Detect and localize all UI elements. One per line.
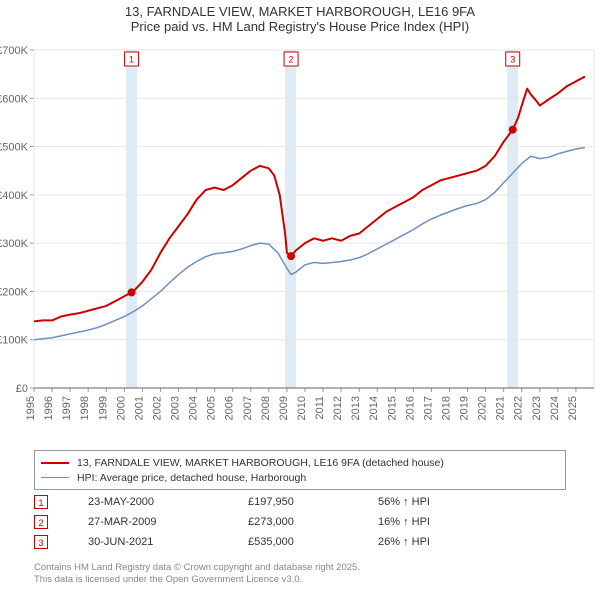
svg-text:2: 2 <box>289 55 294 65</box>
svg-text:1: 1 <box>129 55 134 65</box>
transaction-row: 3 30-JUN-2021£535,00026% ↑ HPI <box>34 532 498 552</box>
svg-text:2000: 2000 <box>115 396 127 420</box>
transaction-price: £535,000 <box>248 536 378 548</box>
svg-text:2008: 2008 <box>260 396 272 420</box>
svg-text:2004: 2004 <box>188 396 200 420</box>
title-line1: 13, FARNDALE VIEW, MARKET HARBOROUGH, LE… <box>0 4 600 19</box>
svg-text:2007: 2007 <box>242 396 254 420</box>
transaction-marker: 3 <box>34 535 48 549</box>
transaction-price: £273,000 <box>248 516 378 528</box>
svg-text:£500K: £500K <box>0 142 29 154</box>
svg-text:1997: 1997 <box>61 396 73 420</box>
svg-text:£600K: £600K <box>0 93 29 105</box>
svg-text:1995: 1995 <box>25 396 37 420</box>
svg-text:2014: 2014 <box>368 396 380 420</box>
svg-text:2020: 2020 <box>477 396 489 420</box>
svg-text:2013: 2013 <box>350 396 362 420</box>
svg-text:£0: £0 <box>16 383 28 395</box>
svg-text:2012: 2012 <box>332 396 344 420</box>
svg-text:2023: 2023 <box>531 396 543 420</box>
svg-text:2006: 2006 <box>224 396 236 420</box>
svg-text:2005: 2005 <box>206 396 218 420</box>
chart-container: 13, FARNDALE VIEW, MARKET HARBOROUGH, LE… <box>0 0 600 590</box>
legend-item: HPI: Average price, detached house, Harb… <box>41 470 559 485</box>
footer-line1: Contains HM Land Registry data © Crown c… <box>34 562 360 574</box>
footer-attribution: Contains HM Land Registry data © Crown c… <box>34 562 360 586</box>
legend-label: HPI: Average price, detached house, Harb… <box>77 472 306 484</box>
svg-text:2018: 2018 <box>440 396 452 420</box>
svg-text:2015: 2015 <box>386 396 398 420</box>
svg-text:£100K: £100K <box>0 335 29 347</box>
svg-text:2021: 2021 <box>495 396 507 420</box>
svg-text:£700K: £700K <box>0 45 29 57</box>
legend-item: 13, FARNDALE VIEW, MARKET HARBOROUGH, LE… <box>41 455 559 470</box>
transaction-date: 27-MAR-2009 <box>88 516 248 528</box>
transaction-hpi: 16% ↑ HPI <box>378 516 498 528</box>
legend-label: 13, FARNDALE VIEW, MARKET HARBOROUGH, LE… <box>77 457 444 469</box>
transaction-date: 30-JUN-2021 <box>88 536 248 548</box>
svg-text:2017: 2017 <box>422 396 434 420</box>
legend-swatch <box>41 477 69 478</box>
svg-text:1999: 1999 <box>97 396 109 420</box>
svg-text:2016: 2016 <box>404 396 416 420</box>
legend-swatch <box>41 462 69 464</box>
title-block: 13, FARNDALE VIEW, MARKET HARBOROUGH, LE… <box>0 0 600 34</box>
footer-line2: This data is licensed under the Open Gov… <box>34 574 360 586</box>
svg-text:1996: 1996 <box>43 396 55 420</box>
svg-text:2010: 2010 <box>296 396 308 420</box>
transaction-hpi: 26% ↑ HPI <box>378 536 498 548</box>
title-line2: Price paid vs. HM Land Registry's House … <box>0 19 600 34</box>
line-chart: £0 £100K £200K £300K £400K £500K £600K £700K 199… <box>0 42 600 442</box>
svg-text:2022: 2022 <box>513 396 525 420</box>
svg-text:£300K: £300K <box>0 238 29 250</box>
transaction-marker: 2 <box>34 515 48 529</box>
svg-text:£200K: £200K <box>0 286 29 298</box>
svg-text:2009: 2009 <box>278 396 290 420</box>
svg-text:2011: 2011 <box>314 396 326 420</box>
transaction-hpi: 56% ↑ HPI <box>378 496 498 508</box>
legend: 13, FARNDALE VIEW, MARKET HARBOROUGH, LE… <box>34 450 566 490</box>
svg-text:£400K: £400K <box>0 190 29 202</box>
transaction-price: £197,950 <box>248 496 378 508</box>
transaction-row: 2 27-MAR-2009£273,00016% ↑ HPI <box>34 512 498 532</box>
transaction-row: 1 23-MAY-2000£197,95056% ↑ HPI <box>34 492 498 512</box>
chart-area: £0 £100K £200K £300K £400K £500K £600K £700K 199… <box>0 42 600 442</box>
svg-text:3: 3 <box>510 55 515 65</box>
svg-text:2001: 2001 <box>133 396 145 420</box>
transaction-date: 23-MAY-2000 <box>88 496 248 508</box>
svg-text:1998: 1998 <box>79 396 91 420</box>
svg-text:2003: 2003 <box>170 396 182 420</box>
svg-text:2025: 2025 <box>567 396 579 420</box>
svg-text:2024: 2024 <box>549 396 561 420</box>
transactions-table: 1 23-MAY-2000£197,95056% ↑ HPI 2 27-MAR-200… <box>34 492 498 552</box>
svg-text:2002: 2002 <box>151 396 163 420</box>
transaction-marker: 1 <box>34 495 48 509</box>
svg-text:2019: 2019 <box>459 396 471 420</box>
